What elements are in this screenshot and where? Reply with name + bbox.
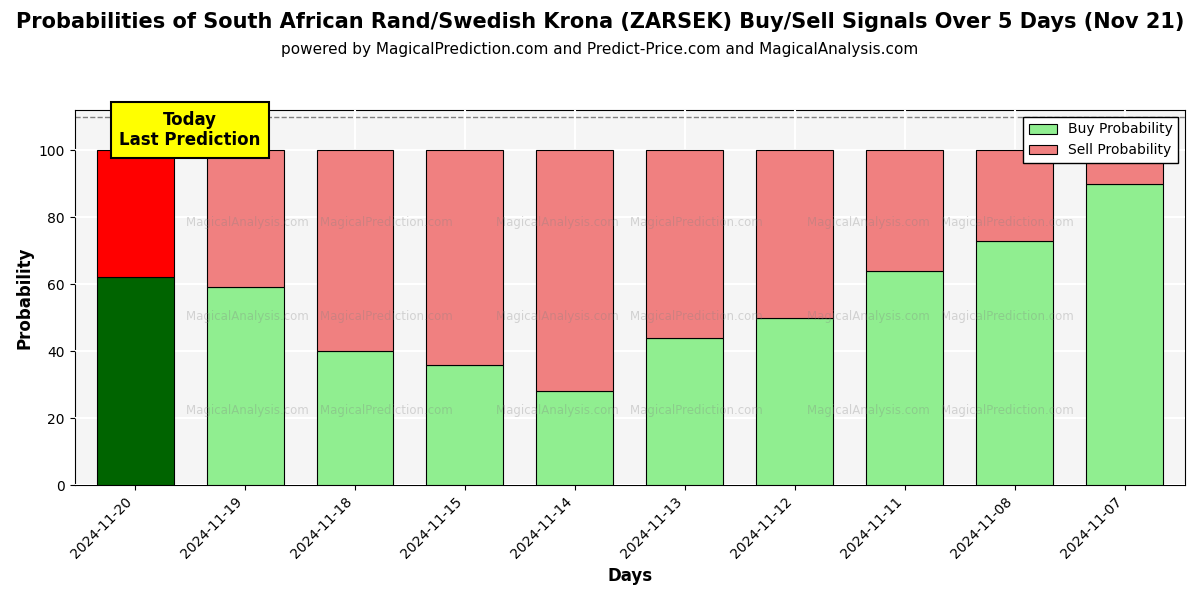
Text: MagicalAnalysis.com   MagicalPrediction.com: MagicalAnalysis.com MagicalPrediction.co… (497, 404, 763, 416)
Text: MagicalAnalysis.com   MagicalPrediction.com: MagicalAnalysis.com MagicalPrediction.co… (808, 404, 1074, 416)
Bar (647, 338, 724, 485)
Text: MagicalAnalysis.com   MagicalPrediction.com: MagicalAnalysis.com MagicalPrediction.co… (497, 310, 763, 323)
Bar (206, 150, 283, 287)
Legend: Buy Probability, Sell Probability: Buy Probability, Sell Probability (1024, 117, 1178, 163)
Bar (976, 241, 1054, 485)
Bar (536, 150, 613, 391)
Text: MagicalAnalysis.com   MagicalPrediction.com: MagicalAnalysis.com MagicalPrediction.co… (808, 216, 1074, 229)
Bar (756, 317, 833, 485)
Bar (317, 150, 394, 351)
Bar (756, 150, 833, 317)
X-axis label: Days: Days (607, 567, 653, 585)
Bar (536, 391, 613, 485)
Bar (426, 365, 504, 485)
Bar (97, 150, 174, 277)
Bar (317, 351, 394, 485)
Y-axis label: Probability: Probability (16, 246, 34, 349)
Text: powered by MagicalPrediction.com and Predict-Price.com and MagicalAnalysis.com: powered by MagicalPrediction.com and Pre… (281, 42, 919, 57)
Text: MagicalAnalysis.com   MagicalPrediction.com: MagicalAnalysis.com MagicalPrediction.co… (186, 310, 452, 323)
Text: MagicalAnalysis.com   MagicalPrediction.com: MagicalAnalysis.com MagicalPrediction.co… (186, 216, 452, 229)
Text: MagicalAnalysis.com   MagicalPrediction.com: MagicalAnalysis.com MagicalPrediction.co… (186, 404, 452, 416)
Bar (1086, 150, 1163, 184)
Text: MagicalAnalysis.com   MagicalPrediction.com: MagicalAnalysis.com MagicalPrediction.co… (808, 310, 1074, 323)
Text: Probabilities of South African Rand/Swedish Krona (ZARSEK) Buy/Sell Signals Over: Probabilities of South African Rand/Swed… (16, 12, 1184, 32)
Text: Today
Last Prediction: Today Last Prediction (119, 110, 260, 149)
Bar (866, 150, 943, 271)
Bar (97, 277, 174, 485)
Bar (866, 271, 943, 485)
Bar (647, 150, 724, 338)
Bar (976, 150, 1054, 241)
Text: MagicalAnalysis.com   MagicalPrediction.com: MagicalAnalysis.com MagicalPrediction.co… (497, 216, 763, 229)
Bar (426, 150, 504, 365)
Bar (1086, 184, 1163, 485)
Bar (206, 287, 283, 485)
